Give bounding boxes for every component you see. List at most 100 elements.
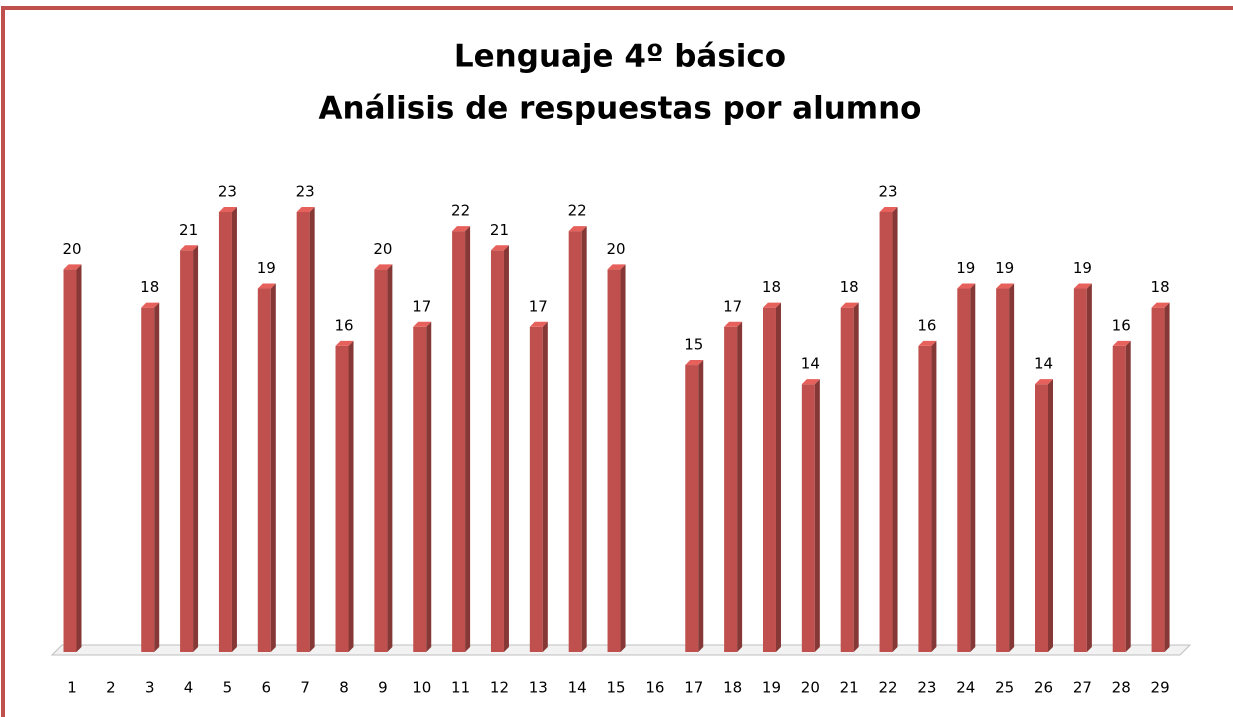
data-label: 23 bbox=[218, 183, 237, 201]
x-tick-label: 5 bbox=[223, 679, 233, 697]
bar bbox=[1073, 288, 1087, 652]
bar-side bbox=[231, 207, 237, 652]
bar-side bbox=[1164, 302, 1170, 652]
bar-top bbox=[490, 245, 509, 251]
data-label: 23 bbox=[296, 183, 315, 201]
x-tick-label: 24 bbox=[956, 679, 975, 697]
x-tick-label: 2 bbox=[106, 679, 116, 697]
bar-side bbox=[270, 283, 276, 652]
data-label: 19 bbox=[1073, 259, 1092, 277]
bar bbox=[529, 326, 543, 652]
bar-side bbox=[1125, 340, 1131, 652]
bar-side bbox=[154, 302, 160, 652]
bar-top bbox=[529, 321, 548, 327]
bar-side bbox=[1009, 283, 1015, 652]
x-tick-label: 11 bbox=[451, 679, 470, 697]
x-tick-label: 25 bbox=[995, 679, 1014, 697]
bar-side bbox=[193, 245, 199, 652]
bar-top bbox=[568, 226, 587, 232]
data-label: 14 bbox=[1034, 355, 1053, 373]
x-tick-label: 21 bbox=[840, 679, 859, 697]
bar-top bbox=[257, 283, 276, 289]
data-label: 16 bbox=[1112, 316, 1131, 334]
data-label: 21 bbox=[179, 221, 198, 239]
bar-top bbox=[452, 226, 471, 232]
x-tick-label: 10 bbox=[412, 679, 431, 697]
bar bbox=[374, 269, 388, 652]
bar-top bbox=[957, 283, 976, 289]
bar-side bbox=[465, 226, 471, 652]
bar-top bbox=[296, 207, 315, 213]
x-tick-label: 26 bbox=[1034, 679, 1053, 697]
bar-top bbox=[141, 302, 160, 308]
bar bbox=[413, 326, 427, 652]
x-tick-label: 9 bbox=[378, 679, 388, 697]
data-label: 17 bbox=[723, 297, 742, 315]
x-tick-label: 16 bbox=[645, 679, 664, 697]
x-tick-label: 15 bbox=[606, 679, 625, 697]
bar-top bbox=[1112, 340, 1131, 346]
bar-top bbox=[1035, 379, 1053, 385]
data-label: 16 bbox=[334, 316, 353, 334]
x-tick-label: 20 bbox=[801, 679, 820, 697]
bar bbox=[1112, 345, 1126, 652]
bar-side bbox=[814, 379, 820, 652]
bar bbox=[918, 345, 932, 652]
bar bbox=[257, 288, 271, 652]
data-label: 20 bbox=[606, 240, 625, 258]
data-label: 16 bbox=[917, 316, 936, 334]
bar bbox=[568, 231, 582, 652]
data-label: 18 bbox=[140, 278, 159, 296]
data-label: 22 bbox=[451, 202, 470, 220]
bar-side bbox=[892, 207, 898, 652]
bar bbox=[996, 288, 1010, 652]
x-tick-label: 18 bbox=[723, 679, 742, 697]
data-label: 14 bbox=[801, 355, 820, 373]
bar bbox=[1035, 384, 1048, 652]
bar-top bbox=[840, 302, 859, 308]
bar-top bbox=[762, 302, 781, 308]
bar-top bbox=[1073, 283, 1092, 289]
bar-top bbox=[879, 207, 898, 213]
bar-side bbox=[309, 207, 315, 652]
bar bbox=[490, 250, 504, 652]
bar-side bbox=[931, 340, 937, 652]
bar-side bbox=[503, 245, 509, 652]
bar-side bbox=[775, 302, 781, 652]
bar bbox=[141, 307, 155, 652]
x-tick-label: 14 bbox=[568, 679, 587, 697]
bar bbox=[801, 384, 815, 652]
x-tick-label: 12 bbox=[490, 679, 509, 697]
x-tick-label: 17 bbox=[684, 679, 703, 697]
bar bbox=[296, 212, 310, 652]
x-tick-label: 19 bbox=[762, 679, 781, 697]
x-tick-label: 4 bbox=[184, 679, 194, 697]
bar bbox=[685, 365, 699, 652]
bar-top bbox=[413, 321, 432, 327]
x-tick-label: 3 bbox=[145, 679, 155, 697]
x-tick-label: 8 bbox=[339, 679, 349, 697]
data-label: 20 bbox=[62, 240, 81, 258]
x-tick-label: 7 bbox=[300, 679, 310, 697]
bar-side bbox=[737, 321, 743, 652]
data-label: 15 bbox=[684, 336, 703, 354]
bar-side bbox=[542, 321, 548, 652]
data-label: 23 bbox=[879, 183, 898, 201]
x-tick-label: 29 bbox=[1151, 679, 1170, 697]
bar-top bbox=[918, 340, 937, 346]
data-label: 18 bbox=[762, 278, 781, 296]
bar-side bbox=[970, 283, 976, 652]
bar-side bbox=[620, 264, 626, 652]
bar-side bbox=[1086, 283, 1092, 652]
bar-side bbox=[853, 302, 859, 652]
data-label: 19 bbox=[257, 259, 276, 277]
bar-top bbox=[63, 264, 82, 270]
bar bbox=[1151, 307, 1165, 652]
x-tick-label: 13 bbox=[529, 679, 548, 697]
bar-top bbox=[685, 360, 704, 366]
x-tick-label: 23 bbox=[917, 679, 936, 697]
bar bbox=[724, 326, 738, 652]
bar bbox=[218, 212, 232, 652]
bar-side bbox=[426, 321, 432, 652]
bar bbox=[452, 231, 466, 652]
